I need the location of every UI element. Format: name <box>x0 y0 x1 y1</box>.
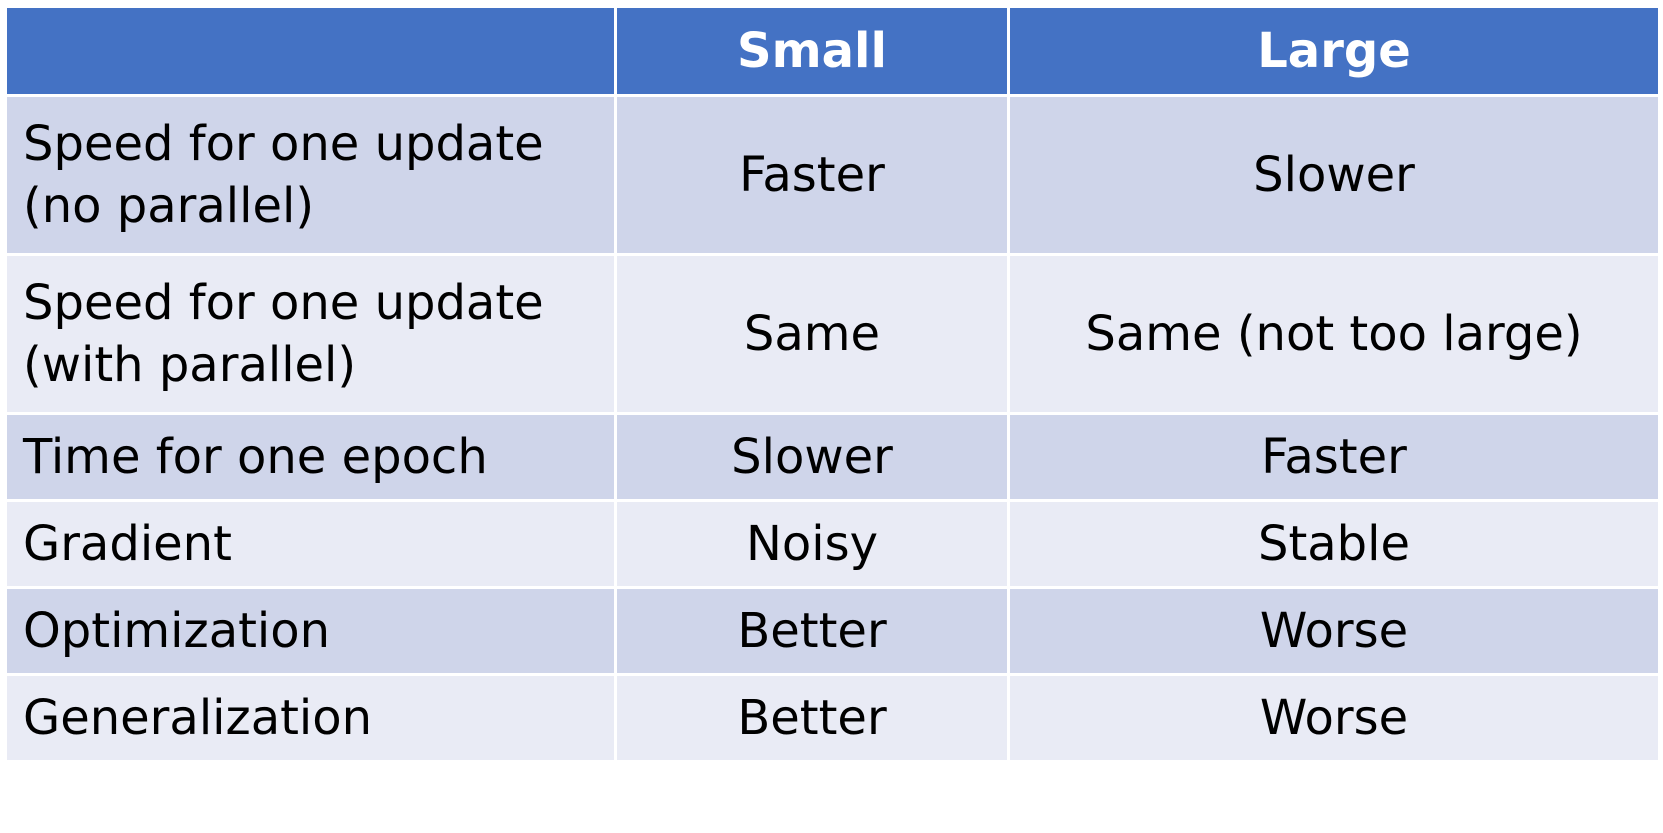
batch-size-comparison-table: Small Large Speed for one update (no par… <box>4 5 1661 763</box>
row-label: Speed for one update (with parallel) <box>4 253 617 415</box>
small-value: Slower <box>614 412 1010 502</box>
header-empty-cell <box>4 5 617 97</box>
table-row: Generalization Better Worse <box>4 673 1661 763</box>
header-row: Small Large <box>4 5 1661 97</box>
large-value: Worse <box>1007 673 1661 763</box>
small-value: Better <box>614 673 1010 763</box>
comparison-table-container: Small Large Speed for one update (no par… <box>4 5 1661 763</box>
table-row: Gradient Noisy Stable <box>4 499 1661 589</box>
row-label: Gradient <box>4 499 617 589</box>
table-row: Speed for one update (with parallel) Sam… <box>4 253 1661 415</box>
large-value: Worse <box>1007 586 1661 676</box>
large-value: Same (not too large) <box>1007 253 1661 415</box>
large-value: Faster <box>1007 412 1661 502</box>
row-label: Generalization <box>4 673 617 763</box>
large-value: Stable <box>1007 499 1661 589</box>
table-row: Optimization Better Worse <box>4 586 1661 676</box>
large-value: Slower <box>1007 94 1661 256</box>
small-value: Faster <box>614 94 1010 256</box>
small-value: Same <box>614 253 1010 415</box>
header-large: Large <box>1007 5 1661 97</box>
row-label: Optimization <box>4 586 617 676</box>
small-value: Better <box>614 586 1010 676</box>
row-label: Time for one epoch <box>4 412 617 502</box>
table-row: Time for one epoch Slower Faster <box>4 412 1661 502</box>
table-row: Speed for one update (no parallel) Faste… <box>4 94 1661 256</box>
header-small: Small <box>614 5 1010 97</box>
row-label: Speed for one update (no parallel) <box>4 94 617 256</box>
small-value: Noisy <box>614 499 1010 589</box>
